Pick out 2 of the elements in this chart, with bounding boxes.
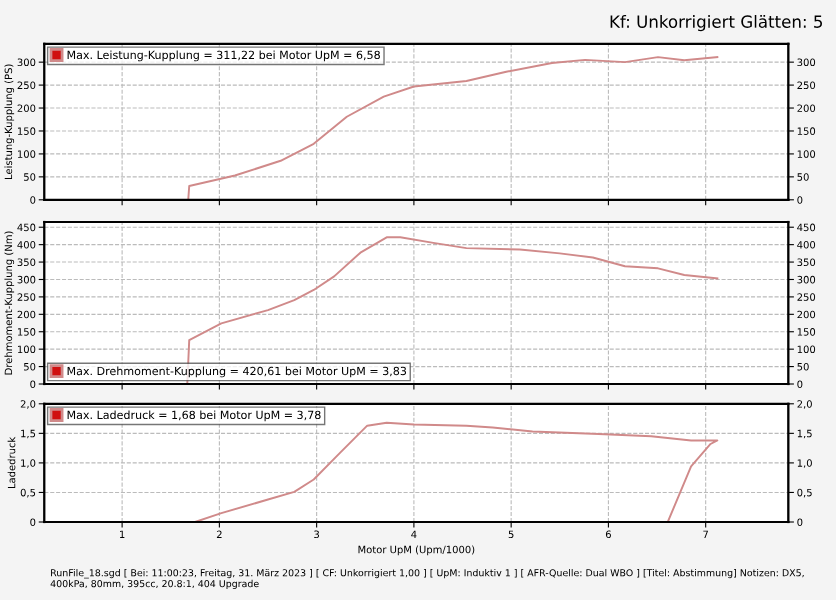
text: Kf: Unkorrigiert Glätten: 5 — [610, 15, 823, 32]
line-series — [194, 421, 719, 522]
